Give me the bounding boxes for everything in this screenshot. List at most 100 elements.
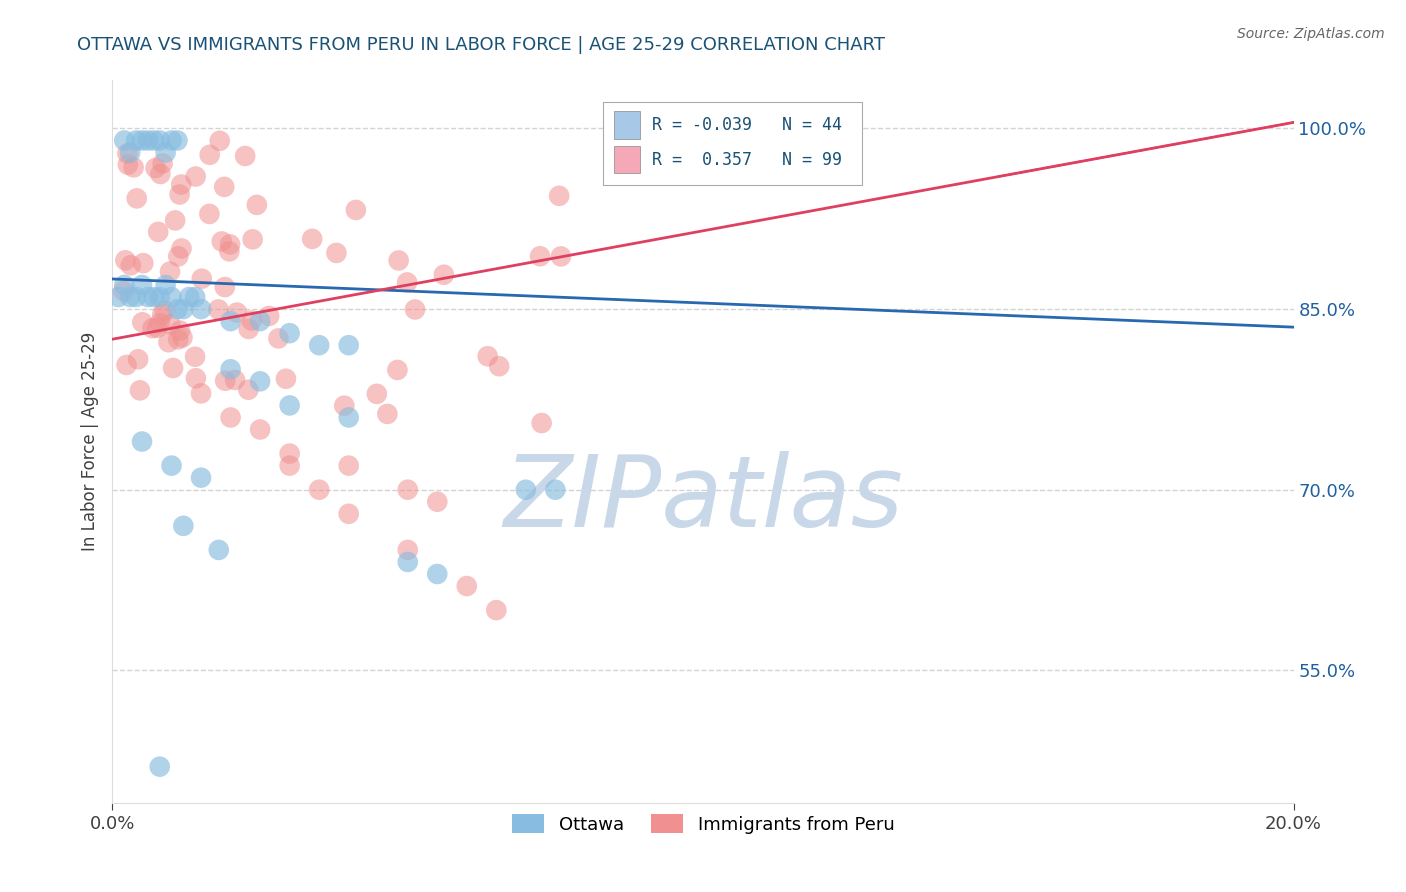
Point bbox=[544, 483, 567, 497]
Text: R = -0.039   N = 44: R = -0.039 N = 44 bbox=[652, 116, 842, 134]
Point bbox=[240, 313, 263, 327]
Point bbox=[115, 358, 138, 372]
Point bbox=[377, 407, 399, 421]
Point bbox=[477, 349, 499, 363]
Point bbox=[333, 399, 356, 413]
Point bbox=[165, 213, 187, 227]
Point bbox=[169, 324, 191, 338]
Point bbox=[129, 384, 152, 398]
Point bbox=[226, 305, 249, 319]
Point bbox=[219, 410, 242, 425]
Point bbox=[167, 249, 190, 263]
Point bbox=[157, 335, 180, 350]
Point bbox=[190, 386, 212, 401]
Point bbox=[242, 232, 264, 246]
Point bbox=[214, 374, 236, 388]
Point bbox=[278, 458, 301, 473]
Point bbox=[155, 278, 177, 293]
Point bbox=[117, 146, 139, 161]
Point bbox=[184, 169, 207, 184]
Point bbox=[426, 495, 449, 509]
Point bbox=[233, 149, 256, 163]
Point bbox=[153, 303, 176, 318]
Bar bbox=[614, 146, 640, 173]
Point bbox=[191, 271, 214, 285]
Point bbox=[142, 133, 165, 147]
Point bbox=[120, 145, 142, 160]
Text: Source: ZipAtlas.com: Source: ZipAtlas.com bbox=[1237, 27, 1385, 41]
Point bbox=[148, 225, 170, 239]
Point bbox=[396, 555, 419, 569]
Point bbox=[257, 309, 280, 323]
Point bbox=[219, 362, 242, 376]
Point bbox=[278, 447, 301, 461]
Legend: Ottawa, Immigrants from Peru: Ottawa, Immigrants from Peru bbox=[505, 807, 901, 841]
Point bbox=[145, 161, 167, 175]
Point bbox=[162, 361, 184, 376]
Point bbox=[122, 161, 145, 175]
Point bbox=[120, 258, 142, 272]
Point bbox=[166, 133, 188, 147]
Point bbox=[131, 133, 153, 147]
Point bbox=[433, 268, 456, 282]
Point bbox=[198, 148, 221, 162]
Point bbox=[131, 434, 153, 449]
Point bbox=[112, 278, 135, 293]
Point bbox=[150, 307, 173, 321]
Point bbox=[117, 158, 139, 172]
Point bbox=[404, 302, 426, 317]
Point bbox=[167, 332, 190, 346]
Point bbox=[208, 134, 231, 148]
Point bbox=[550, 249, 572, 263]
Point bbox=[238, 322, 260, 336]
Point bbox=[169, 187, 191, 202]
Point bbox=[238, 383, 260, 397]
Point bbox=[141, 321, 163, 335]
Point bbox=[529, 249, 551, 263]
Point bbox=[132, 256, 155, 270]
Point bbox=[172, 301, 194, 317]
Text: OTTAWA VS IMMIGRANTS FROM PERU IN LABOR FORCE | AGE 25-29 CORRELATION CHART: OTTAWA VS IMMIGRANTS FROM PERU IN LABOR … bbox=[77, 36, 886, 54]
Point bbox=[125, 133, 148, 147]
Point bbox=[387, 363, 409, 377]
Point bbox=[172, 519, 194, 533]
Point bbox=[515, 483, 537, 497]
Point bbox=[159, 317, 181, 331]
Point bbox=[224, 373, 246, 387]
Point bbox=[207, 302, 229, 317]
Point bbox=[249, 375, 271, 389]
Point bbox=[325, 246, 347, 260]
Point bbox=[159, 264, 181, 278]
Point bbox=[184, 350, 207, 364]
Point bbox=[125, 290, 148, 304]
Point bbox=[366, 387, 388, 401]
Point bbox=[179, 290, 201, 304]
Text: R =  0.357   N = 99: R = 0.357 N = 99 bbox=[652, 151, 842, 169]
Point bbox=[131, 278, 153, 293]
Point bbox=[170, 242, 193, 256]
Point bbox=[149, 133, 172, 147]
Point bbox=[184, 290, 207, 304]
Point bbox=[149, 316, 172, 330]
Text: ZIPatlas: ZIPatlas bbox=[503, 450, 903, 548]
Point bbox=[246, 198, 269, 212]
Point bbox=[308, 338, 330, 352]
Point bbox=[190, 301, 212, 317]
Point bbox=[149, 760, 172, 774]
Y-axis label: In Labor Force | Age 25-29: In Labor Force | Age 25-29 bbox=[80, 332, 98, 551]
Point bbox=[337, 458, 360, 473]
Point bbox=[301, 232, 323, 246]
Point bbox=[125, 191, 148, 205]
Point bbox=[337, 507, 360, 521]
Point bbox=[267, 331, 290, 345]
Point bbox=[166, 301, 188, 317]
Point bbox=[120, 290, 142, 304]
Point bbox=[219, 237, 242, 252]
Point bbox=[337, 338, 360, 352]
Point bbox=[274, 372, 297, 386]
Point bbox=[114, 253, 136, 268]
Point bbox=[112, 284, 135, 298]
Point bbox=[485, 603, 508, 617]
Point bbox=[548, 189, 571, 203]
Point bbox=[426, 567, 449, 582]
